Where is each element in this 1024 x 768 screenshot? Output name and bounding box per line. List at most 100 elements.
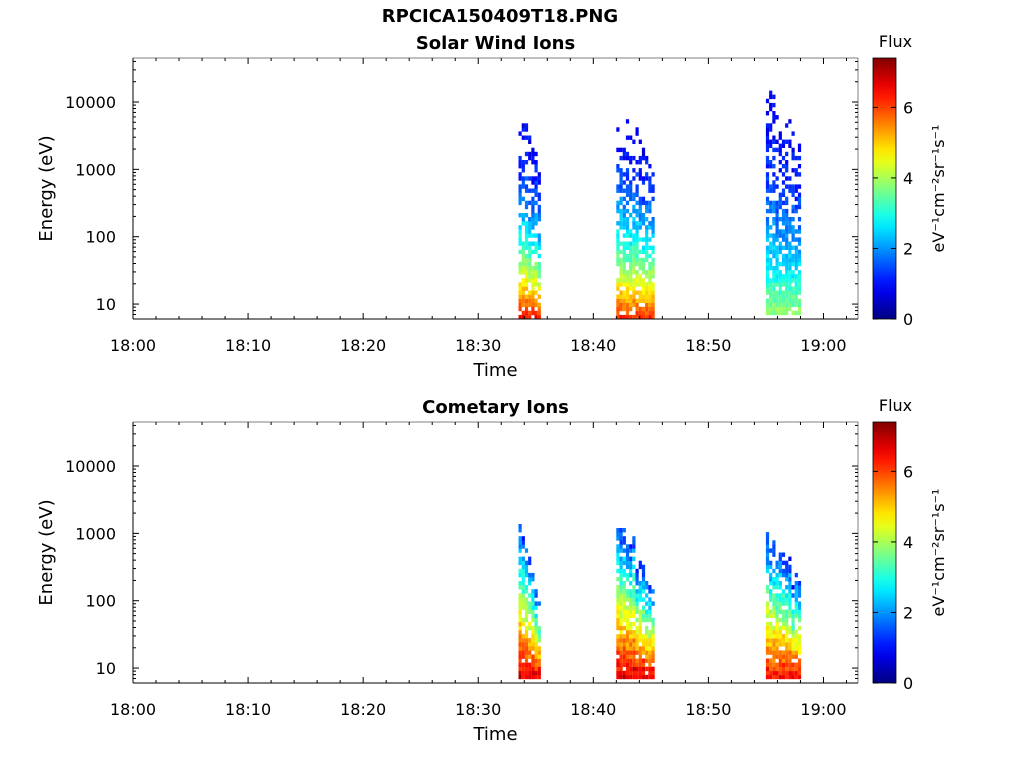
heatmap-cell [788, 229, 792, 234]
heatmap-cell [521, 593, 525, 598]
heatmap-cell [775, 630, 779, 635]
heatmap-cell [765, 310, 770, 316]
heatmap-cell [775, 115, 779, 120]
heatmap-cell [625, 168, 630, 173]
heatmap-cell [765, 605, 770, 610]
heatmap-cell [797, 282, 802, 287]
heatmap-cell [616, 544, 620, 549]
heatmap-cell [788, 605, 792, 610]
heatmap-cell [619, 298, 623, 303]
heatmap-cell [785, 237, 789, 242]
heatmap-cell [775, 204, 779, 210]
heatmap-cell [528, 135, 532, 140]
heatmap-cell [781, 143, 786, 148]
heatmap-cell [635, 127, 639, 132]
heatmap-cell [521, 646, 525, 651]
heatmap-cell [651, 217, 655, 222]
heatmap-cell [778, 217, 782, 222]
heatmap-cell [629, 270, 633, 275]
heatmap-cell [797, 625, 802, 631]
heatmap-cell [785, 176, 789, 181]
heatmap-cell [651, 674, 655, 680]
heatmap-cell [521, 654, 525, 659]
heatmap-cell [632, 176, 636, 181]
heatmap-cell [635, 229, 639, 234]
heatmap-cell [765, 548, 770, 553]
heatmap-cell [616, 556, 620, 561]
heatmap-cell [635, 233, 639, 238]
heatmap-cell [648, 609, 652, 614]
heatmap-cell [622, 589, 626, 594]
x-tick-label: 18:50 [685, 700, 731, 719]
heatmap-cell [785, 270, 789, 275]
heatmap-cell [524, 286, 529, 291]
x-tick-label: 18:30 [455, 700, 501, 719]
heatmap-cell [648, 298, 652, 303]
heatmap-cell [524, 127, 529, 132]
heatmap-cell [769, 613, 773, 619]
heatmap-cell [788, 572, 792, 578]
heatmap-cell [791, 217, 795, 222]
heatmap-cell [641, 674, 646, 680]
heatmap-cell [616, 261, 620, 267]
heatmap-cell [632, 286, 636, 291]
heatmap-cell [518, 213, 522, 218]
heatmap-cell [648, 617, 652, 623]
heatmap-cell [788, 294, 792, 299]
heatmap-cell [635, 662, 639, 667]
heatmap-cell [537, 172, 541, 177]
heatmap-cell [616, 532, 620, 537]
heatmap-cell [648, 670, 652, 676]
heatmap-cell [616, 642, 620, 647]
heatmap-cell [531, 613, 535, 619]
heatmap-cell [769, 286, 773, 291]
heatmap-cell [518, 298, 522, 303]
heatmap-cell [534, 662, 538, 667]
heatmap-cell [794, 168, 798, 173]
heatmap-cell [521, 298, 525, 303]
heatmap-cell [632, 613, 636, 619]
heatmap-cell [765, 188, 770, 193]
heatmap-cell [521, 581, 525, 586]
heatmap-cell [625, 172, 630, 177]
heatmap-cell [629, 601, 633, 606]
heatmap-cell [781, 172, 786, 177]
heatmap-cell [629, 605, 633, 610]
heatmap-cell [622, 625, 626, 631]
heatmap-cell [622, 605, 626, 610]
heatmap-cell [765, 123, 770, 128]
heatmap-cell [778, 609, 782, 614]
heatmap-cell [648, 290, 652, 295]
heatmap-cell [781, 666, 786, 672]
heatmap-cell [616, 147, 620, 153]
heatmap-cell [534, 245, 538, 250]
heatmap-cell [651, 196, 655, 202]
heatmap-cell [635, 245, 639, 250]
heatmap-cell [518, 524, 522, 529]
heatmap-cell [778, 298, 782, 303]
heatmap-cell [638, 221, 642, 226]
heatmap-cell [778, 147, 782, 153]
heatmap-cell [651, 306, 655, 312]
heatmap-cell [769, 164, 773, 169]
heatmap-cell [638, 213, 642, 218]
heatmap-cell [632, 564, 636, 570]
heatmap-cell [794, 310, 798, 316]
heatmap-cell [635, 160, 639, 165]
heatmap-cell [521, 176, 525, 181]
heatmap-cell [775, 646, 779, 651]
heatmap-cell [619, 548, 623, 553]
heatmap-cell [765, 196, 770, 202]
heatmap-cell [616, 306, 620, 312]
heatmap-cell [616, 310, 620, 316]
heatmap-cell [791, 642, 795, 647]
heatmap-cell [528, 151, 532, 157]
heatmap-cell [534, 233, 538, 238]
heatmap-cell [524, 548, 529, 553]
heatmap-cell [632, 233, 636, 238]
heatmap-cell [632, 221, 636, 226]
heatmap-cell [797, 581, 802, 586]
heatmap-cell [521, 164, 525, 169]
heatmap-cell [797, 658, 802, 663]
heatmap-cell [625, 253, 630, 259]
